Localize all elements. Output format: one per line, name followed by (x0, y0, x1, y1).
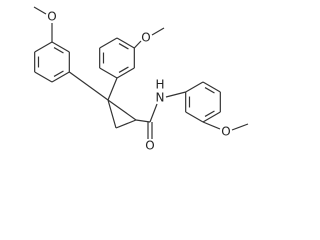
atom-label: O (145, 139, 154, 153)
bond (51, 71, 70, 83)
bond (68, 71, 109, 101)
bond (33, 6, 47, 15)
bond (165, 91, 186, 98)
atom-label: O (141, 31, 150, 45)
bond (202, 121, 221, 130)
atom-label: O (221, 125, 230, 139)
double-bond (204, 87, 215, 94)
bond (107, 99, 137, 121)
bond (133, 40, 142, 49)
bond (99, 37, 118, 49)
bond (99, 67, 118, 79)
bond (107, 77, 118, 101)
double-bond (118, 66, 129, 73)
page: O O H N O O (() => { const data = JSON.p… (33, 6, 249, 153)
bond (51, 41, 70, 53)
atom-label: N (156, 91, 165, 105)
double-bond (53, 47, 64, 54)
atom-label: O (47, 10, 56, 24)
bond (185, 81, 204, 93)
bond (116, 37, 135, 49)
bond (202, 111, 221, 123)
double-bond (118, 43, 129, 50)
bond (34, 41, 53, 53)
bond (34, 71, 53, 83)
bond (151, 27, 165, 36)
molecule-diagram: O O H N O O (33, 6, 249, 153)
bond (115, 119, 137, 129)
bond (135, 119, 151, 123)
double-bond (204, 110, 215, 117)
bond (107, 99, 117, 129)
bond (149, 103, 158, 123)
bond (231, 123, 249, 131)
double-bond (53, 70, 64, 77)
bond (116, 67, 135, 79)
bond (185, 111, 204, 123)
atom-label: H (155, 78, 164, 92)
bond (202, 81, 221, 93)
